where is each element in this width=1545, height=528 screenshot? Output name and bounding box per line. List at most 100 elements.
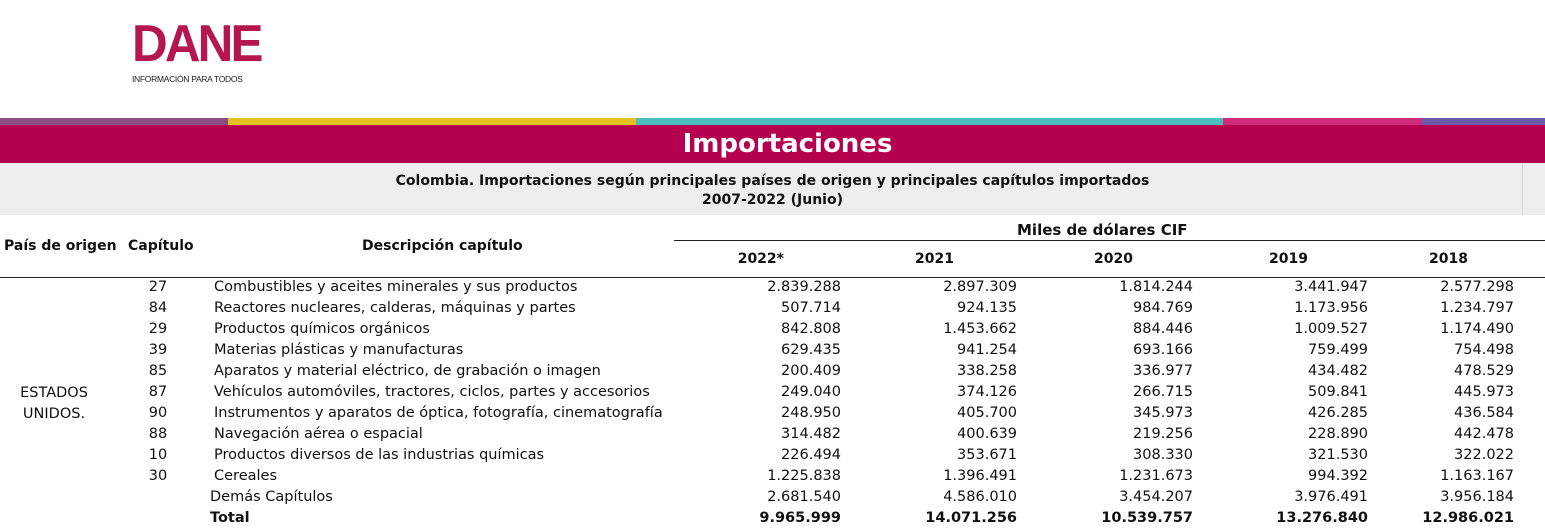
value-cell-2018: 445.973 [1454,384,1514,400]
stripe-segment-3 [636,118,1223,125]
header-year-2018: 2018 [1429,251,1468,267]
subtitle-divider [1522,163,1523,215]
header-year-2022: 2022* [737,251,784,267]
value-cell-2020: 219.256 [1133,426,1193,442]
description-cell: Reactores nucleares, calderas, máquinas … [214,300,576,316]
total-row: Total 9.965.999 14.071.256 10.539.757 13.276… [0,509,1545,528]
chapter-cell: 87 [148,384,168,400]
value-cell-2019: 228.890 [1308,426,1368,442]
value-cell-2022: 507.714 [781,300,841,316]
header-year-2019: 2019 [1269,251,1308,267]
table-row: 29 Productos químicos orgánicos 842.808 1.4… [0,320,1545,341]
description-cell: Instrumentos y aparatos de óptica, fotog… [214,405,663,421]
table-row: 30 Cereales 1.225.838 1.396.491 1.231.673 994… [0,467,1545,488]
value-cell-2018: 1.234.797 [1440,300,1514,316]
chapter-cell: 84 [148,300,168,316]
value-cell-2018: 442.478 [1454,426,1514,442]
table-row: 88 Navegación aérea o espacial 314.482 400.… [0,425,1545,446]
value-cell-2018: 3.956.184 [1440,489,1514,505]
header-chapter: Capítulo [128,238,194,254]
value-cell-2019: 994.392 [1308,468,1368,484]
table-row: 90 Instrumentos y aparatos de óptica, fot… [0,404,1545,425]
value-cell-2020: 10.539.757 [1101,510,1193,526]
country-line-1: ESTADOS [20,385,88,401]
subtitle-line-1: Colombia. Importaciones según principale… [395,173,1150,189]
value-cell-2020: 308.330 [1133,447,1193,463]
color-stripe-bar [0,118,1545,125]
value-cell-2019: 426.285 [1308,405,1368,421]
header-year-2021: 2021 [915,251,954,267]
value-cell-2022: 842.808 [781,321,841,337]
value-cell-2019: 321.530 [1308,447,1368,463]
value-cell-2018: 1.174.490 [1440,321,1514,337]
value-cell-2020: 3.454.207 [1119,489,1193,505]
stripe-segment-1 [0,118,228,125]
table-row: 84 Reactores nucleares, calderas, máquina… [0,299,1545,320]
description-cell: Cereales [214,468,277,484]
value-cell-2019: 1.009.527 [1294,321,1368,337]
value-cell-2021: 941.254 [957,342,1017,358]
table-row: 85 Aparatos y material eléctrico, de grab… [0,362,1545,383]
value-cell-2019: 3.976.491 [1294,489,1368,505]
chapter-cell: 85 [148,363,168,379]
header-year-2020: 2020 [1094,251,1133,267]
header-country: País de origen [4,238,117,254]
page-title-bar: Importaciones [0,125,1545,163]
chapter-cell: 29 [148,321,168,337]
table-subtitle: Colombia. Importaciones según principale… [0,163,1545,215]
value-cell-2019: 434.482 [1308,363,1368,379]
value-cell-2022: 226.494 [781,447,841,463]
chapter-cell: 39 [148,342,168,358]
subtitle-line-2: 2007-2022 (Junio) [702,192,843,208]
chapter-cell: 10 [148,447,168,463]
value-cell-2022: 249.040 [781,384,841,400]
value-cell-2018: 754.498 [1454,342,1514,358]
value-cell-2020: 1.814.244 [1119,279,1193,295]
value-cell-2021: 924.135 [957,300,1017,316]
value-cell-2022: 9.965.999 [759,510,841,526]
dane-logo: DANE INFORMACIÓN PARA TODOS [132,18,263,93]
table-row: 87 Vehículos automóviles, tractores, cicl… [0,383,1545,404]
value-cell-2022: 200.409 [781,363,841,379]
value-cell-2022: 314.482 [781,426,841,442]
country-label: ESTADOS UNIDOS. [0,383,108,425]
header-currency-group: Miles de dólares CIF [1017,221,1188,239]
description-cell: Demás Capítulos [210,489,333,505]
value-cell-2022: 248.950 [781,405,841,421]
header-group-underline [674,240,1545,241]
description-cell: Aparatos y material eléctrico, de grabac… [214,363,601,379]
value-cell-2018: 12.986.021 [1422,510,1514,526]
value-cell-2022: 2.681.540 [767,489,841,505]
description-cell: Productos diversos de las industrias quí… [214,447,545,463]
value-cell-2018: 322.022 [1454,447,1514,463]
value-cell-2021: 1.453.662 [943,321,1017,337]
value-cell-2020: 693.166 [1133,342,1193,358]
stripe-segment-4 [1223,118,1422,125]
value-cell-2021: 1.396.491 [943,468,1017,484]
stripe-segment-5 [1422,118,1545,125]
description-cell: Productos químicos orgánicos [214,321,430,337]
value-cell-2021: 374.126 [957,384,1017,400]
stripe-segment-2 [228,118,636,125]
chapter-cell: 88 [148,426,168,442]
value-cell-2019: 3.441.947 [1294,279,1368,295]
value-cell-2021: 4.586.010 [943,489,1017,505]
value-cell-2020: 1.231.673 [1119,468,1193,484]
value-cell-2022: 1.225.838 [767,468,841,484]
description-cell: Total [210,510,250,526]
value-cell-2021: 14.071.256 [925,510,1017,526]
value-cell-2021: 2.897.309 [943,279,1017,295]
description-cell: Combustibles y aceites minerales y sus p… [214,279,578,295]
others-row: Demás Capítulos 2.681.540 4.586.010 3.454.2… [0,488,1545,509]
logo-tagline: INFORMACIÓN PARA TODOS [132,74,243,84]
value-cell-2020: 984.769 [1133,300,1193,316]
value-cell-2019: 13.276.840 [1276,510,1368,526]
value-cell-2021: 353.671 [957,447,1017,463]
chapter-cell: 30 [148,468,168,484]
chapter-cell: 27 [148,279,168,295]
country-line-2: UNIDOS. [22,406,86,422]
header-bottom-rule [0,277,1545,278]
page-title: Importaciones [682,129,893,159]
value-cell-2019: 759.499 [1308,342,1368,358]
value-cell-2020: 884.446 [1133,321,1193,337]
